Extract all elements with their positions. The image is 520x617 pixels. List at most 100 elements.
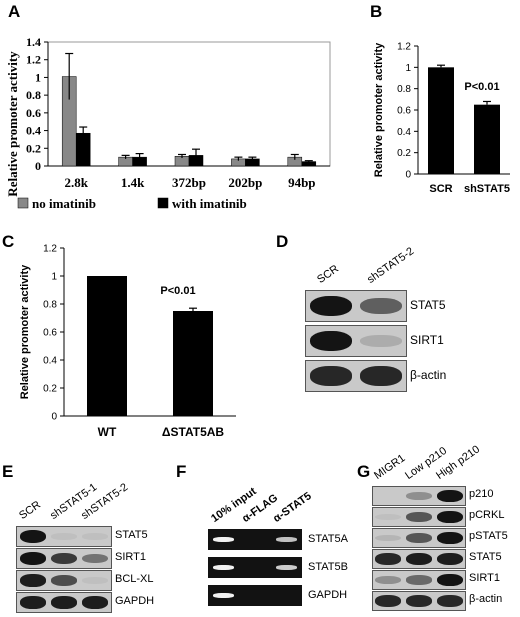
blot-band bbox=[50, 596, 78, 609]
chart-a: 0 0.2 0.4 0.6 0.8 1 1.2 1.4 2.8k 1.4k 372bp 202bp 94… bbox=[5, 35, 331, 211]
blot-band bbox=[436, 573, 463, 587]
blot-strip bbox=[372, 570, 466, 590]
blot-band bbox=[310, 366, 352, 386]
x-tick-label: 202bp bbox=[228, 175, 262, 190]
chart-b: 0 0.2 0.4 0.6 0.8 1 1.2 SCR shSTAT5 Relative prom… bbox=[373, 42, 510, 196]
blot-strip bbox=[372, 591, 466, 611]
y-tick-label: 0.8 bbox=[397, 84, 411, 95]
blot-band bbox=[310, 295, 352, 317]
y-tick-label: 0 bbox=[51, 412, 57, 423]
row-label: STAT5 bbox=[469, 551, 502, 563]
blot-band bbox=[82, 596, 109, 609]
lane-label: SCR bbox=[315, 262, 342, 286]
y-tick-label: 1.2 bbox=[397, 42, 411, 53]
blot-band bbox=[375, 513, 402, 521]
legend-entry: no imatinib bbox=[32, 196, 96, 211]
y-tick-label: 0.6 bbox=[397, 106, 411, 117]
blot-band bbox=[436, 510, 463, 524]
y-tick-label: 1.2 bbox=[43, 244, 57, 255]
blot-band bbox=[50, 552, 78, 565]
blot-strip bbox=[16, 526, 112, 547]
row-label: β-actin bbox=[469, 593, 503, 605]
y-tick-label: 0.8 bbox=[43, 300, 57, 311]
row-label: SIRT1 bbox=[115, 550, 146, 563]
y-tick-label: 0.6 bbox=[26, 106, 41, 120]
blot-band bbox=[406, 491, 432, 501]
row-label: SIRT1 bbox=[410, 333, 444, 347]
x-tick-label: 1.4k bbox=[121, 175, 145, 190]
row-label: BCL-XL bbox=[115, 572, 154, 585]
y-tick-label: 0.2 bbox=[43, 384, 57, 395]
gel-band bbox=[213, 593, 235, 598]
blot-band bbox=[406, 575, 432, 585]
y-tick-label: 1 bbox=[35, 70, 41, 84]
y-tick-label: 1 bbox=[405, 63, 411, 74]
row-label: GAPDH bbox=[308, 588, 348, 601]
blot-band bbox=[436, 595, 463, 607]
y-tick-label: 0.4 bbox=[397, 127, 411, 138]
blot-band bbox=[19, 596, 46, 609]
blot-band bbox=[406, 511, 432, 523]
blot-band bbox=[50, 575, 78, 586]
gel-strip bbox=[208, 557, 302, 578]
y-axis-label: Relative promoter activity bbox=[19, 264, 31, 399]
panel-letter-f: F bbox=[176, 462, 187, 481]
bar bbox=[474, 104, 500, 174]
x-tick-label: 94bp bbox=[288, 175, 315, 190]
lane-label: MIGR1 bbox=[372, 452, 408, 482]
panel-letter-g: G bbox=[357, 462, 371, 481]
y-tick-label: 0.2 bbox=[26, 141, 41, 155]
row-label: p210 bbox=[469, 488, 494, 500]
blot-band bbox=[360, 297, 402, 315]
gel-band bbox=[213, 565, 235, 570]
panel-letter-a: A bbox=[8, 2, 21, 21]
y-tick-label: 1 bbox=[51, 272, 57, 283]
lane-label: SCR bbox=[16, 498, 43, 522]
row-label: STAT5B bbox=[308, 560, 348, 573]
row-label: pCRKL bbox=[469, 509, 505, 521]
blot-strip bbox=[16, 570, 112, 591]
gel-strip bbox=[208, 529, 302, 550]
chart-c: 0 0.2 0.4 0.6 0.8 1 1.2 WT ΔSTAT5AB Relative prom… bbox=[19, 244, 236, 439]
y-axis-label: Relative promoter activity bbox=[5, 51, 20, 197]
blot-band bbox=[19, 530, 46, 543]
y-tick-label: 0.4 bbox=[26, 124, 41, 138]
gel-band bbox=[213, 537, 235, 542]
legend-swatch bbox=[157, 197, 169, 209]
blot-band bbox=[375, 595, 402, 607]
blot-band bbox=[436, 531, 463, 545]
y-axis-label: Relative promoter activity bbox=[373, 42, 385, 177]
blot-band bbox=[360, 366, 402, 386]
x-tick-label: SCR bbox=[429, 183, 452, 195]
blot-band bbox=[406, 595, 432, 607]
blot-band bbox=[82, 577, 109, 584]
row-label: STAT5A bbox=[308, 532, 348, 545]
blot-band bbox=[19, 574, 46, 587]
y-tick-label: 0.4 bbox=[43, 356, 57, 367]
blot-strip bbox=[372, 528, 466, 548]
y-tick-label: 0.2 bbox=[397, 148, 411, 159]
gel-band bbox=[275, 565, 297, 570]
row-label: pSTAT5 bbox=[469, 530, 508, 542]
y-tick-label: 0 bbox=[35, 159, 41, 173]
blot-band bbox=[406, 532, 432, 544]
row-label: GAPDH bbox=[115, 594, 155, 607]
blot-strip bbox=[372, 486, 466, 506]
x-tick-label: 2.8k bbox=[64, 175, 88, 190]
blot-strip bbox=[16, 548, 112, 569]
x-tick-label: WT bbox=[98, 425, 117, 439]
panel-letter-d: D bbox=[276, 232, 289, 251]
y-tick-label: 0.8 bbox=[26, 88, 41, 102]
x-tick-label: 372bp bbox=[172, 175, 206, 190]
y-tick-label: 1.2 bbox=[26, 53, 41, 67]
gel-strip bbox=[208, 585, 302, 606]
blot-strip bbox=[305, 360, 407, 392]
x-tick-label: ΔSTAT5AB bbox=[162, 425, 225, 439]
blot-strip bbox=[16, 592, 112, 613]
row-label: β-actin bbox=[410, 368, 447, 382]
gel-band bbox=[275, 537, 297, 542]
panel-letter-b: B bbox=[370, 2, 383, 21]
y-tick-label: 1.4 bbox=[26, 35, 41, 49]
blot-band bbox=[375, 553, 402, 565]
blot-band bbox=[310, 330, 352, 352]
